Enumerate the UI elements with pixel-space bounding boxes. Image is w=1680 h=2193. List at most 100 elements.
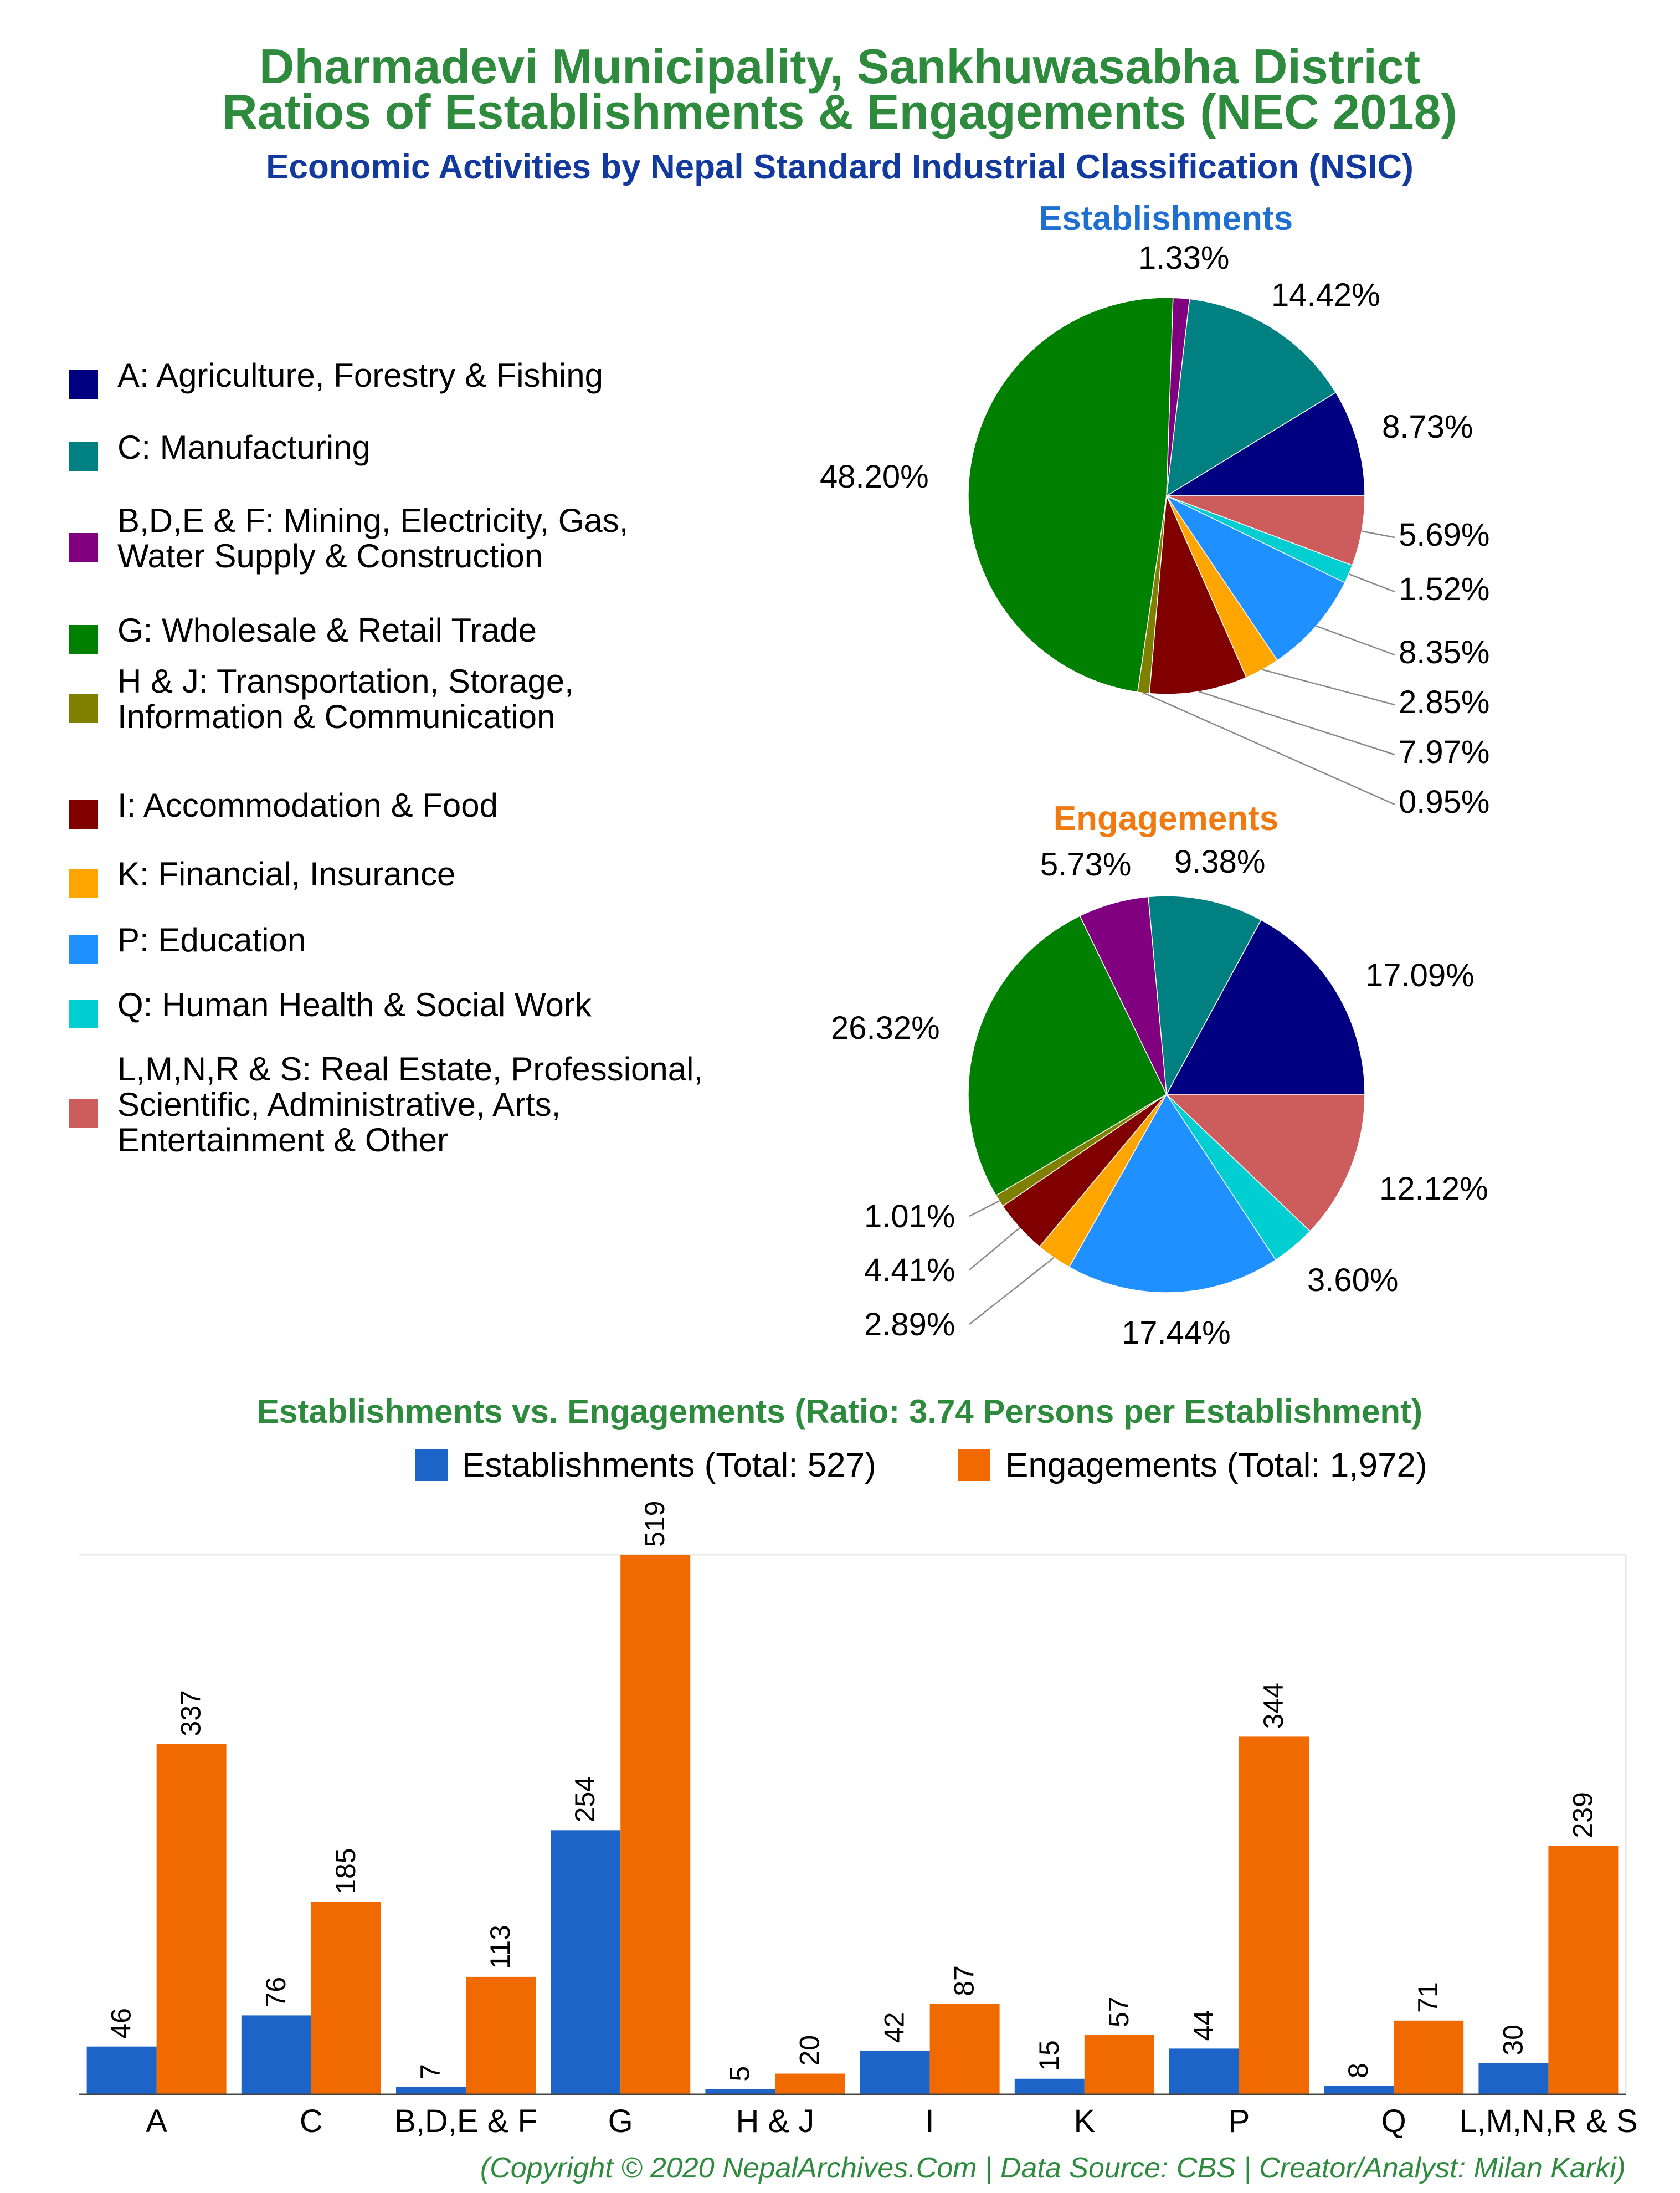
legend-label: Water Supply & Construction: [117, 537, 543, 575]
pie-value-label: 4.41%: [864, 1252, 955, 1288]
legend-swatch: [69, 800, 98, 829]
legend-item: I: Accommodation & Food: [69, 787, 498, 829]
bar-legend-swatch: [415, 1449, 448, 1481]
bar: [396, 2087, 466, 2094]
pie-value-label: 2.85%: [1399, 684, 1489, 720]
x-tick-label: Q: [1381, 2103, 1406, 2139]
bar-value-label: 5: [724, 2066, 755, 2082]
bar: [1084, 2035, 1154, 2094]
x-tick-label: P: [1229, 2103, 1250, 2139]
pie-value-label: 1.52%: [1399, 571, 1489, 607]
bar-chart: 46 337 A 76 185 C 7 113 B,D,E & F 254 519 G 5 20 H & J…: [79, 1501, 1638, 2139]
pie-slice: [1079, 896, 1167, 1095]
legend-item: H & J: Transportation, Storage,Informati…: [69, 663, 574, 735]
x-tick-label: L,M,N,R & S: [1459, 2103, 1637, 2139]
legend-item: P: Education: [69, 921, 306, 964]
legend-item: L,M,N,R & S: Real Estate, Professional,S…: [69, 1051, 703, 1159]
pie-value-label: 5.69%: [1399, 517, 1489, 553]
legend-swatch: [69, 442, 98, 471]
legend-label: Entertainment & Other: [117, 1121, 448, 1159]
x-tick-label: A: [146, 2103, 167, 2139]
legend-item: C: Manufacturing: [69, 429, 371, 471]
legend-item: G: Wholesale & Retail Trade: [69, 612, 537, 654]
bar-value-label: 239: [1567, 1792, 1598, 1838]
pie-leader-line: [1143, 692, 1395, 806]
pie-leader-line: [1199, 691, 1395, 756]
bar-value-label: 57: [1103, 1996, 1134, 2027]
title-line-1: Dharmadevi Municipality, Sankhuwasabha D…: [259, 39, 1420, 94]
pie-slice: [1068, 1093, 1277, 1293]
pie-value-label: 9.38%: [1174, 844, 1265, 880]
bar: [1548, 1846, 1619, 2094]
bar-value-label: 519: [639, 1501, 670, 1547]
legend-swatch: [69, 869, 98, 898]
pie-slice: [1165, 1094, 1365, 1232]
legend-swatch: [69, 694, 98, 723]
bar-chart-title: Establishments vs. Engagements (Ratio: 3…: [257, 1393, 1422, 1430]
bar: [1239, 1736, 1309, 2094]
pie-value-label: 3.60%: [1307, 1262, 1398, 1298]
legend-swatch: [69, 1099, 98, 1128]
legend-label: B,D,E & F: Mining, Electricity, Gas,: [117, 502, 628, 539]
legend-swatch: [69, 625, 98, 654]
bar-value-label: 7: [415, 2064, 446, 2079]
bar: [241, 2015, 311, 2094]
x-tick-label: G: [608, 2103, 633, 2139]
subtitle: Economic Activities by Nepal Standard In…: [266, 148, 1414, 186]
legend-label: H & J: Transportation, Storage,: [117, 663, 574, 700]
bar: [929, 2004, 1000, 2094]
bar-value-label: 71: [1412, 1982, 1443, 2013]
establishments-pie-title: Establishments: [1039, 199, 1293, 238]
bar-legend-swatch: [958, 1449, 990, 1481]
pie-slice: [968, 297, 1174, 693]
bar: [705, 2089, 775, 2094]
legend-label: K: Financial, Insurance: [117, 855, 455, 893]
pie-leader-line: [1362, 530, 1395, 539]
bar-value-label: 254: [569, 1776, 600, 1822]
bar-value-label: 113: [485, 1925, 516, 1969]
pie-leader-line: [1316, 625, 1395, 656]
pie-leader-line: [969, 1227, 1020, 1270]
bar: [551, 1830, 621, 2094]
legend-label: G: Wholesale & Retail Trade: [117, 612, 537, 649]
x-tick-label: K: [1073, 2103, 1095, 2139]
legend-label: Scientific, Administrative, Arts,: [117, 1086, 561, 1123]
bar-value-label: 44: [1188, 2010, 1219, 2041]
pie-slice: [1148, 895, 1262, 1096]
bar-value-label: 46: [106, 2008, 137, 2039]
engagements-pie-chart: 17.09% 9.38% 5.73% 26.32% 1.01% 4.41% 2.89% 17.…: [831, 844, 1488, 1351]
pie-slice: [1165, 919, 1365, 1095]
pie-value-label: 48.20%: [820, 459, 929, 495]
bar: [1169, 2048, 1239, 2094]
bar-value-label: 337: [176, 1690, 207, 1736]
bar: [620, 1555, 691, 2094]
bar-value-label: 87: [949, 1965, 980, 1996]
bar-value-label: 42: [879, 2012, 910, 2043]
pie-value-label: 2.89%: [864, 1306, 955, 1343]
pie-value-label: 7.97%: [1399, 734, 1489, 770]
bar-value-label: 76: [260, 1977, 291, 2008]
bar-value-label: 344: [1258, 1683, 1289, 1729]
bar: [156, 1744, 227, 2094]
pie-value-label: 8.73%: [1382, 409, 1473, 445]
pie-value-label: 17.44%: [1122, 1315, 1231, 1351]
legend-item: K: Financial, Insurance: [69, 855, 455, 898]
legend: A: Agriculture, Forestry & Fishing C: Man…: [69, 357, 703, 1159]
pie-value-label: 14.42%: [1271, 277, 1380, 313]
pie-leader-line: [969, 1257, 1055, 1325]
bar: [86, 2046, 157, 2094]
bar: [860, 2051, 930, 2094]
bar: [775, 2073, 845, 2094]
bar: [1014, 2078, 1085, 2094]
x-tick-label: I: [926, 2103, 934, 2139]
bar-legend-label: Engagements (Total: 1,972): [1005, 1446, 1427, 1484]
pie-value-label: 1.33%: [1138, 240, 1229, 276]
legend-swatch: [69, 370, 98, 399]
pie-slice: [1166, 298, 1337, 497]
legend-item: A: Agriculture, Forestry & Fishing: [69, 357, 603, 399]
bar-value-label: 8: [1343, 2063, 1374, 2078]
x-tick-label: C: [300, 2103, 323, 2139]
bar: [466, 1976, 536, 2094]
legend-label: C: Manufacturing: [117, 429, 371, 466]
legend-label: I: Accommodation & Food: [117, 787, 498, 824]
